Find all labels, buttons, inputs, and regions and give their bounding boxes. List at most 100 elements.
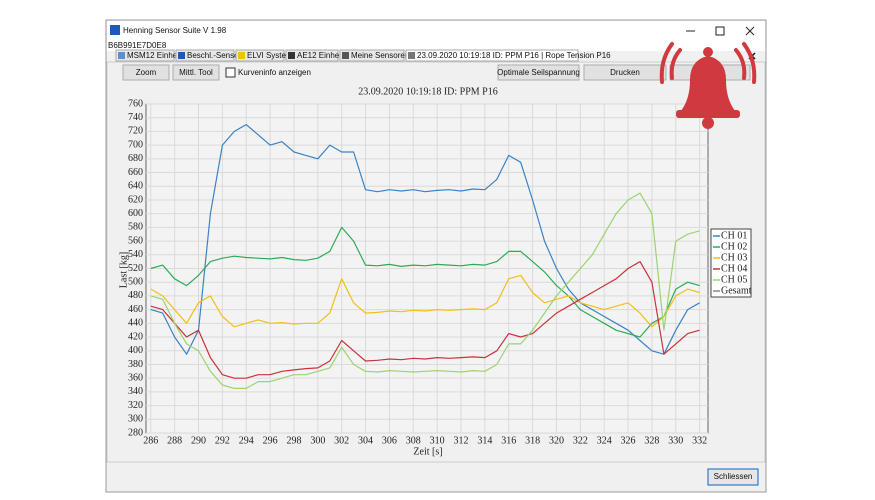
series-line [150, 261, 700, 379]
x-tick-label: 310 [430, 435, 445, 446]
y-tick-label: 760 [128, 98, 143, 109]
id-bar [107, 41, 765, 51]
y-tick-label: 480 [128, 290, 143, 301]
tab-label: Beschl.-Sensor [187, 51, 242, 60]
checkbox[interactable] [225, 67, 236, 78]
tab[interactable] [235, 49, 285, 62]
x-tick-label: 298 [286, 435, 301, 446]
y-tick-label: 460 [128, 304, 143, 315]
close-button-label: Schliessen [714, 472, 753, 481]
y-tick-label: 680 [128, 153, 143, 164]
tab[interactable] [339, 49, 405, 62]
tab-label: Meine Sensoren [351, 51, 409, 60]
bell-body [680, 56, 736, 112]
x-tick-label: 320 [549, 435, 564, 446]
y-tick-label: 720 [128, 126, 143, 137]
button-label: Mittl. Tool [179, 68, 213, 77]
legend-label: CH 05 [721, 274, 747, 285]
x-tick-label: 308 [406, 435, 421, 446]
tab-icon [178, 52, 185, 59]
x-tick-label: 302 [334, 435, 349, 446]
x-tick-label: 312 [454, 435, 469, 446]
x-tick-label: 304 [358, 435, 373, 446]
button[interactable] [122, 64, 170, 81]
x-tick-label: 318 [525, 435, 540, 446]
y-tick-label: 620 [128, 194, 143, 205]
tab[interactable] [405, 49, 579, 62]
button-label: Optimale Seilspannung [497, 68, 580, 77]
tab-icon [238, 52, 245, 59]
y-tick-label: 640 [128, 181, 143, 192]
tab[interactable] [175, 49, 235, 62]
tab-label: AE12 Einheit [297, 51, 344, 60]
y-tick-label: 340 [128, 386, 143, 397]
y-tick-label: 420 [128, 331, 143, 342]
button[interactable] [497, 64, 580, 81]
tab[interactable] [285, 49, 339, 62]
x-tick-label: 292 [215, 435, 230, 446]
tab-label: 23.09.2020 10:19:18 ID: PPM P16 | Rope T… [417, 51, 611, 60]
plot: 280 300 320 340 360 380 400 420 440 460 480 500 520 5… [128, 98, 752, 446]
button[interactable] [583, 64, 667, 81]
title-bar [107, 21, 765, 41]
maximize[interactable] [715, 26, 725, 36]
legend-label: Gesamt [721, 285, 752, 296]
y-tick-label: 700 [128, 139, 143, 150]
y-tick-label: 380 [128, 359, 143, 370]
tab-label: MSM12 Einheit [127, 51, 182, 60]
tab-icon [342, 52, 349, 59]
x-tick-label: 288 [167, 435, 182, 446]
x-tick-label: 290 [191, 435, 206, 446]
close-window[interactable] [745, 26, 755, 36]
y-tick-label: 320 [128, 400, 143, 411]
y-tick-label: 440 [128, 318, 143, 329]
tab-bar: MSM12 Einheit Beschl.-Sensor ELVI System AE… [115, 49, 611, 62]
y-tick-label: 560 [128, 235, 143, 246]
x-tick-label: 296 [263, 435, 278, 446]
tab-icon [118, 52, 125, 59]
y-tick-label: 300 [128, 414, 143, 425]
y-tick-label: 400 [128, 345, 143, 356]
y-tick-label: 500 [128, 277, 143, 288]
y-tick-label: 660 [128, 167, 143, 178]
x-tick-label: 326 [621, 435, 636, 446]
x-tick-label: 300 [310, 435, 325, 446]
close-button[interactable] [707, 468, 759, 486]
bell-rim [676, 110, 740, 118]
series-line [150, 192, 700, 389]
button[interactable] [172, 64, 220, 81]
series-line [150, 226, 700, 338]
app-icon [110, 25, 120, 35]
x-tick-label: 332 [692, 435, 707, 446]
y-tick-label: 520 [128, 263, 143, 274]
series-line [150, 274, 700, 328]
x-tick-label: 306 [382, 435, 397, 446]
x-tick-label: 330 [668, 435, 683, 446]
bell-waves [659, 42, 757, 84]
tab-label: ELVI System [247, 51, 293, 60]
bell-clapper [702, 117, 714, 129]
tab[interactable] [115, 49, 175, 62]
x-tick-label: 316 [501, 435, 516, 446]
tab-icon [288, 52, 295, 59]
window-title: Henning Sensor Suite V 1.98 [123, 26, 227, 35]
button-label: Drucken [610, 68, 640, 77]
x-tick-label: 286 [143, 435, 158, 446]
legend-label: CH 04 [721, 263, 747, 274]
legend-label: CH 01 [721, 230, 747, 241]
series-line [150, 124, 700, 355]
alarm-bell [659, 42, 757, 129]
button-label: Zoom [136, 68, 157, 77]
device-id: B6B991E7D0E8 [108, 41, 167, 50]
chart-title: 23.09.2020 10:19:18 ID: PPM P16 [358, 86, 497, 97]
tab-icon [408, 52, 415, 59]
y-tick-label: 600 [128, 208, 143, 219]
legend-label: CH 03 [721, 252, 747, 263]
x-axis-label: Zeit [s] [413, 446, 442, 457]
x-tick-label: 314 [477, 435, 492, 446]
y-tick-label: 280 [128, 427, 143, 438]
y-axis-label: Last [kg] [118, 252, 129, 288]
checkbox-label: Kurveninfo anzeigen [238, 68, 311, 77]
